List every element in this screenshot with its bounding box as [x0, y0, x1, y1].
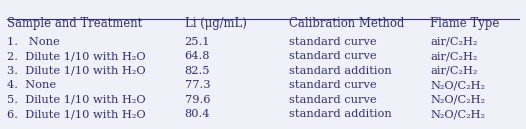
Text: standard addition: standard addition: [289, 109, 392, 119]
Text: Flame Type: Flame Type: [430, 17, 500, 30]
Text: standard curve: standard curve: [289, 37, 377, 47]
Text: standard curve: standard curve: [289, 95, 377, 105]
Text: 77.3: 77.3: [185, 80, 210, 90]
Text: 82.5: 82.5: [185, 66, 210, 76]
Text: N₂O/C₂H₂: N₂O/C₂H₂: [430, 109, 485, 119]
Text: standard curve: standard curve: [289, 80, 377, 90]
Text: Sample and Treatment: Sample and Treatment: [7, 17, 142, 30]
Text: Calibration Method: Calibration Method: [289, 17, 404, 30]
Text: N₂O/C₂H₂: N₂O/C₂H₂: [430, 95, 485, 105]
Text: 5.  Dilute 1/10 with H₂O: 5. Dilute 1/10 with H₂O: [7, 95, 145, 105]
Text: N₂O/C₂H₂: N₂O/C₂H₂: [430, 80, 485, 90]
Text: 80.4: 80.4: [185, 109, 210, 119]
Text: air/C₂H₂: air/C₂H₂: [430, 66, 478, 76]
Text: 25.1: 25.1: [185, 37, 210, 47]
Text: 1.   None: 1. None: [7, 37, 59, 47]
Text: 4.  None: 4. None: [7, 80, 56, 90]
Text: standard addition: standard addition: [289, 66, 392, 76]
Text: 2.  Dilute 1/10 with H₂O: 2. Dilute 1/10 with H₂O: [7, 51, 145, 61]
Text: 6.  Dilute 1/10 with H₂O: 6. Dilute 1/10 with H₂O: [7, 109, 145, 119]
Text: air/C₂H₂: air/C₂H₂: [430, 51, 478, 61]
Text: air/C₂H₂: air/C₂H₂: [430, 37, 478, 47]
Text: standard curve: standard curve: [289, 51, 377, 61]
Text: 79.6: 79.6: [185, 95, 210, 105]
Text: 3.  Dilute 1/10 with H₂O: 3. Dilute 1/10 with H₂O: [7, 66, 145, 76]
Text: 64.8: 64.8: [185, 51, 210, 61]
Text: Li (μg/mL): Li (μg/mL): [185, 17, 246, 30]
